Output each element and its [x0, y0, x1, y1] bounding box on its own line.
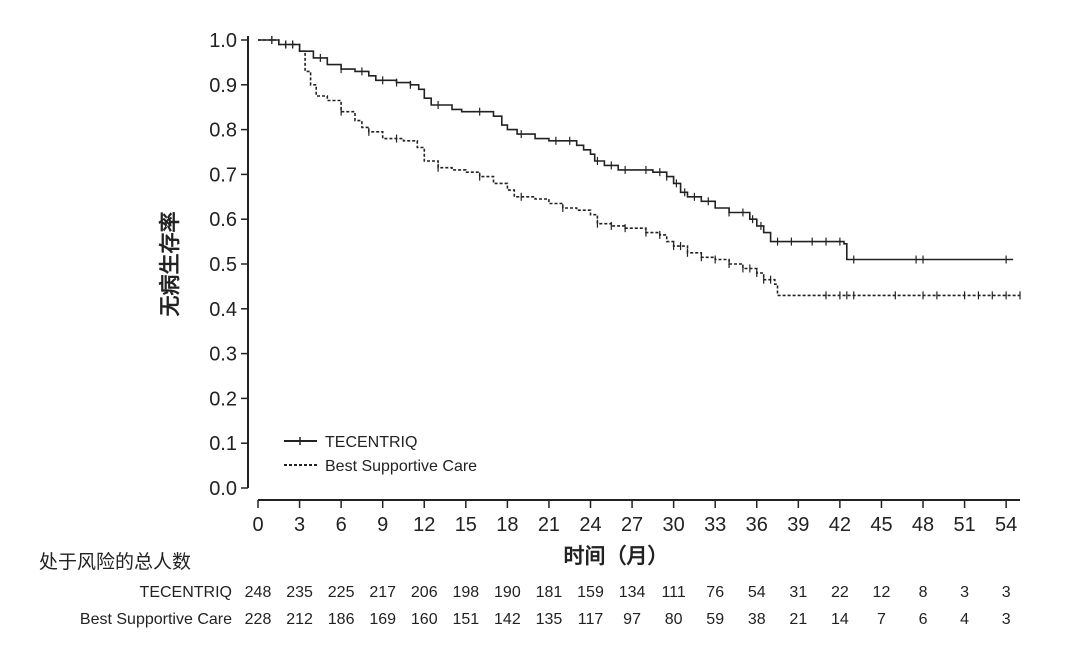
risk-value-tecentriq: 3 [960, 584, 969, 601]
risk-value-best-supportive-care: 6 [919, 611, 928, 628]
y-tick-label: 0.6 [209, 209, 237, 231]
x-tick-label: 27 [621, 514, 643, 536]
series-layer [258, 36, 1021, 300]
risk-value-best-supportive-care: 135 [536, 611, 563, 628]
legend-label-best-supportive-care: Best Supportive Care [325, 458, 477, 475]
risk-value-best-supportive-care: 117 [578, 611, 604, 628]
risk-value-tecentriq: 76 [706, 584, 724, 601]
risk-value-best-supportive-care: 3 [1002, 611, 1011, 628]
risk-table: 处于风险的总人数 TECENTRIQ Best Supportive Care … [39, 551, 1011, 628]
series-line-tecentriq [258, 39, 1014, 261]
risk-value-tecentriq: 54 [748, 584, 766, 601]
x-tick-label: 42 [829, 514, 851, 536]
risk-table-values: 248 235 225 217 206 198 190 181 159 134 111 76 54 31 2… [245, 584, 1011, 628]
risk-value-best-supportive-care: 80 [665, 611, 683, 628]
risk-value-best-supportive-care: 169 [369, 611, 396, 628]
x-tick-label: 18 [496, 514, 518, 536]
x-tick-label: 3 [294, 514, 305, 536]
risk-value-tecentriq: 190 [494, 584, 521, 601]
y-tick-label: 0.9 [209, 75, 237, 97]
risk-value-best-supportive-care: 14 [831, 611, 849, 628]
risk-value-tecentriq: 12 [873, 584, 891, 601]
risk-row-label-tecentriq: TECENTRIQ [140, 584, 232, 601]
risk-value-best-supportive-care: 38 [748, 611, 766, 628]
x-tick-label: 15 [455, 514, 477, 536]
x-tick-label: 12 [413, 514, 435, 536]
risk-value-tecentriq: 111 [661, 584, 685, 601]
legend: TECENTRIQ Best Supportive Care [284, 434, 477, 475]
y-tick-label: 0.8 [209, 120, 237, 142]
risk-value-best-supportive-care: 4 [960, 611, 969, 628]
risk-row-label-best-supportive-care: Best Supportive Care [80, 611, 232, 628]
legend-label-tecentriq: TECENTRIQ [325, 434, 417, 451]
x-tick-label: 30 [663, 514, 685, 536]
risk-table-header: 处于风险的总人数 [39, 551, 191, 573]
x-tick-label: 48 [912, 514, 934, 536]
x-tick-label: 33 [704, 514, 726, 536]
risk-value-best-supportive-care: 7 [877, 611, 886, 628]
y-tick-label: 1.0 [209, 30, 237, 52]
y-tick-label: 0.7 [209, 164, 237, 186]
x-tick-label: 0 [252, 514, 263, 536]
risk-value-tecentriq: 198 [452, 584, 479, 601]
risk-value-best-supportive-care: 151 [452, 611, 479, 628]
risk-value-tecentriq: 159 [577, 584, 604, 601]
x-axis-ticks: 0 3 6 9 12 15 18 21 24 27 30 33 36 39 42 45 48 51 54 [252, 500, 1017, 536]
x-tick-label: 21 [538, 514, 560, 536]
y-axis-ticks: 0.0 0.1 0.2 0.3 0.4 0.5 0.6 0.7 0.8 0.9 1.0 [209, 30, 248, 500]
risk-value-best-supportive-care: 160 [411, 611, 438, 628]
y-tick-label: 0.2 [209, 388, 237, 410]
risk-value-tecentriq: 3 [1002, 584, 1011, 601]
risk-value-best-supportive-care: 142 [494, 611, 521, 628]
risk-value-tecentriq: 22 [831, 584, 849, 601]
risk-value-tecentriq: 217 [369, 584, 396, 601]
risk-value-best-supportive-care: 97 [623, 611, 641, 628]
risk-value-best-supportive-care: 212 [286, 611, 313, 628]
y-tick-label: 0.4 [209, 299, 237, 321]
x-tick-label: 54 [995, 514, 1017, 536]
axes: 0.00.10.20.30.40.50.60.70.80.91.0 0 3 6 9 12… [209, 30, 1020, 536]
x-tick-label: 39 [787, 514, 809, 536]
risk-value-best-supportive-care: 21 [789, 611, 807, 628]
y-tick-label: 0.5 [209, 254, 237, 276]
risk-value-tecentriq: 181 [536, 584, 563, 601]
y-tick-label: 0.1 [209, 433, 237, 455]
risk-value-tecentriq: 248 [245, 584, 272, 601]
series-line-best-supportive-care [258, 39, 1020, 297]
x-tick-label: 51 [953, 514, 975, 536]
x-tick-label: 45 [870, 514, 892, 536]
x-axis-title: 时间（月） [564, 544, 669, 568]
risk-value-tecentriq: 225 [328, 584, 355, 601]
risk-value-tecentriq: 134 [619, 584, 646, 601]
risk-value-best-supportive-care: 228 [245, 611, 272, 628]
x-tick-label: 9 [377, 514, 388, 536]
risk-value-best-supportive-care: 59 [706, 611, 724, 628]
risk-value-tecentriq: 8 [919, 584, 928, 601]
x-tick-label: 36 [746, 514, 768, 536]
risk-value-tecentriq: 235 [286, 584, 313, 601]
risk-value-tecentriq: 206 [411, 584, 438, 601]
y-tick-label: 0.3 [209, 344, 237, 366]
risk-value-tecentriq: 31 [789, 584, 807, 601]
y-tick-label: 0.0 [209, 478, 237, 500]
x-tick-label: 6 [336, 514, 347, 536]
x-tick-label: 24 [579, 514, 601, 536]
y-axis-title: 无病生存率 [158, 212, 182, 317]
risk-value-best-supportive-care: 186 [328, 611, 355, 628]
